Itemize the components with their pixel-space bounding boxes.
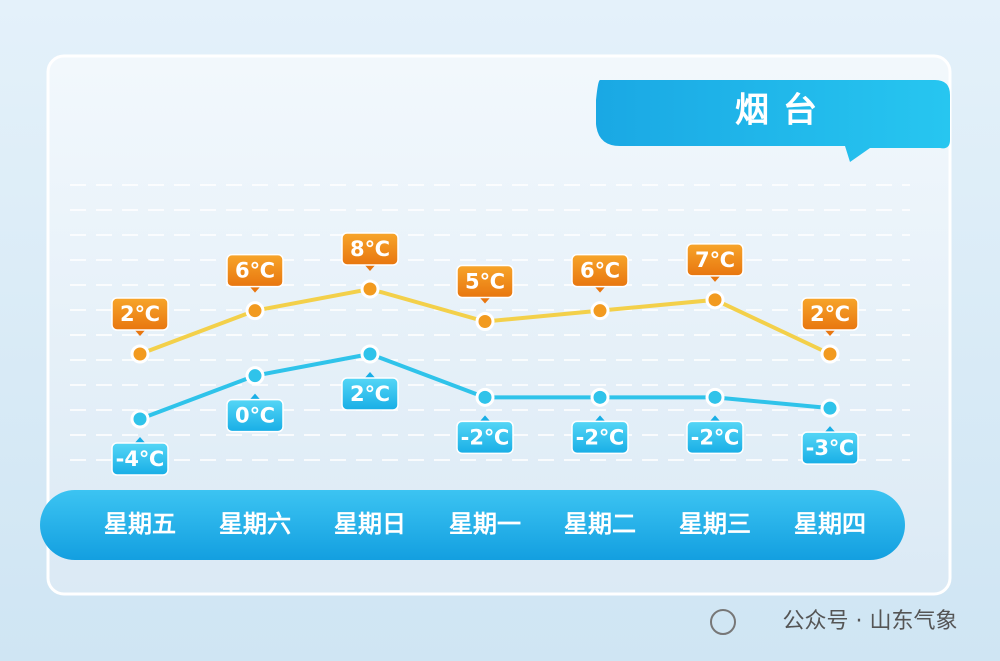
point (705, 290, 725, 310)
point (245, 366, 265, 386)
x-tick-label: 星期二 (564, 510, 636, 538)
data-label: 2℃ (810, 302, 850, 326)
point (130, 344, 150, 364)
data-label: 6℃ (235, 259, 275, 283)
point (590, 387, 610, 407)
point (820, 398, 840, 418)
label-box (341, 232, 399, 266)
label-box (456, 420, 514, 455)
title-tab (596, 80, 950, 162)
x-tick-label: 星期一 (449, 510, 521, 538)
day-band (40, 490, 905, 560)
label-box (456, 264, 514, 299)
point (360, 279, 380, 299)
label-box (111, 442, 169, 476)
label-box (801, 431, 859, 465)
point (130, 409, 150, 429)
label-box (226, 253, 284, 288)
point (820, 344, 840, 364)
x-tick-label: 星期三 (679, 510, 751, 538)
label-box (571, 420, 629, 455)
x-tick-label: 星期四 (794, 510, 866, 538)
point (245, 301, 265, 321)
data-label: 2℃ (120, 302, 160, 326)
data-label: -3℃ (806, 436, 855, 460)
data-label: 7℃ (695, 248, 735, 272)
data-label: 8℃ (350, 237, 390, 261)
data-label: 6℃ (580, 259, 620, 283)
x-tick-label: 星期六 (219, 510, 291, 538)
x-tick-label: 星期五 (104, 510, 176, 538)
point (475, 312, 495, 331)
point (705, 387, 725, 407)
data-label: 0℃ (235, 404, 275, 428)
point (590, 301, 610, 321)
label-box (111, 297, 169, 331)
watermark: 公众号 · 山东气象 (783, 609, 958, 634)
data-label: -2℃ (576, 425, 625, 449)
label-box (341, 377, 399, 411)
data-label: -2℃ (461, 425, 510, 449)
label-box (686, 420, 744, 455)
x-tick-label: 星期日 (334, 510, 406, 538)
point (360, 344, 380, 364)
chart-title: 烟台 (735, 91, 831, 131)
point (475, 387, 495, 407)
data-label: -2℃ (691, 425, 740, 449)
label-box (226, 398, 284, 433)
data-label: 5℃ (465, 270, 505, 294)
watermark-icon (710, 609, 736, 635)
data-label: -4℃ (116, 447, 165, 471)
data-label: 2℃ (350, 382, 390, 406)
label-box (686, 243, 744, 277)
label-box (801, 297, 859, 331)
label-box (571, 253, 629, 288)
